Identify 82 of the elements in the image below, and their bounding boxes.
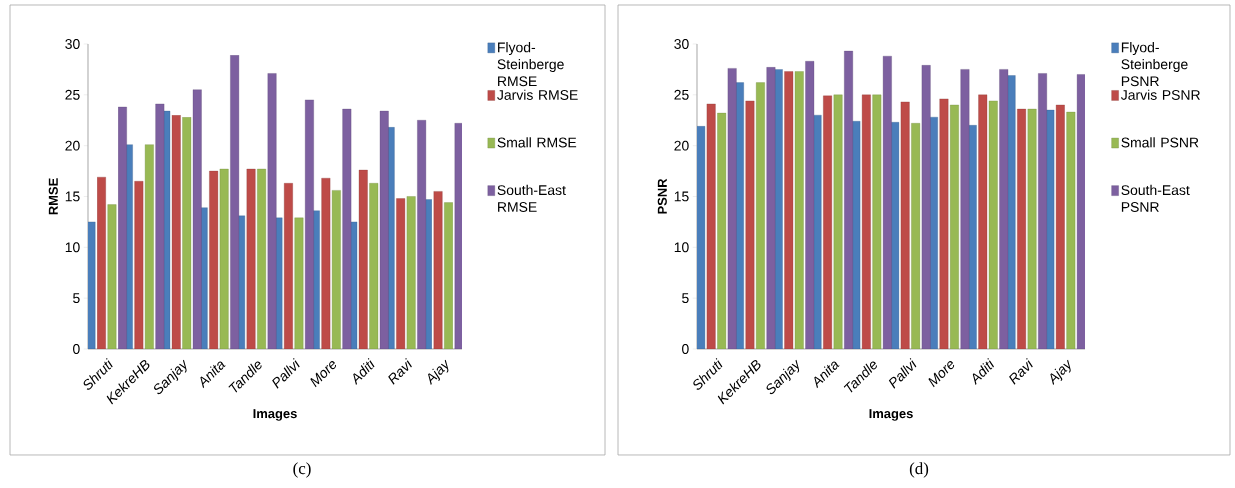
- legend-label: South-East RMSE: [497, 184, 566, 213]
- y-tick-label: 0: [73, 344, 80, 354]
- bar: [97, 177, 106, 349]
- legend-label: Flyod-Steinberge RMSE: [497, 42, 564, 87]
- bar: [305, 99, 314, 349]
- bar: [794, 71, 804, 349]
- bar: [766, 67, 776, 349]
- bar: [417, 120, 427, 349]
- bar: [861, 94, 871, 349]
- legend-label: Jarvis PSNR: [1120, 89, 1200, 100]
- legend-label: Small RMSE: [497, 137, 577, 148]
- bar: [230, 55, 240, 349]
- y-axis-title: RMSE: [48, 178, 58, 215]
- text: (d): [909, 462, 929, 478]
- bar: [369, 183, 379, 349]
- legend-label: Small PSNR: [1121, 137, 1199, 148]
- bar: [454, 123, 463, 349]
- bar: [978, 94, 988, 349]
- bar: [1066, 111, 1076, 349]
- bar: [717, 112, 727, 349]
- bar: [444, 202, 453, 349]
- bar: [406, 196, 416, 349]
- bar: [379, 110, 389, 349]
- bar: [88, 221, 96, 349]
- bar: [107, 204, 117, 349]
- y-tick-label: 15: [65, 191, 80, 202]
- bar: [144, 144, 154, 349]
- bar: [294, 217, 304, 349]
- x-axis-title: Images: [869, 409, 913, 421]
- bar: [155, 103, 165, 349]
- y-tick-label: 30: [65, 39, 80, 49]
- bar: [900, 101, 910, 349]
- bar: [1027, 108, 1037, 349]
- bar: [118, 106, 127, 349]
- x-axis-title: Images: [253, 409, 297, 421]
- bar: [396, 198, 406, 349]
- bar: [246, 168, 256, 349]
- bar: [1055, 104, 1065, 349]
- y-tick-label: 10: [65, 242, 80, 253]
- bar: [960, 69, 970, 349]
- bar: [756, 82, 765, 349]
- bar: [872, 94, 882, 349]
- bar: [950, 104, 959, 349]
- bar: [745, 100, 755, 349]
- legend-label: Flyod-Steinberge PSNR: [1121, 42, 1188, 87]
- text: (c): [293, 462, 311, 478]
- bar: [331, 190, 341, 349]
- bar: [171, 115, 181, 349]
- y-tick-label: 5: [682, 293, 689, 304]
- bar: [784, 71, 794, 349]
- legend-label: South-East PSNR: [1121, 184, 1190, 213]
- bar: [823, 95, 832, 349]
- bar: [209, 170, 219, 349]
- y-tick-label: 25: [65, 89, 80, 100]
- bar: [257, 168, 266, 349]
- bar: [358, 169, 368, 349]
- bar: [833, 94, 843, 349]
- bar: [988, 100, 998, 349]
- y-tick-label: 15: [674, 191, 689, 202]
- y-tick-label: 5: [73, 293, 80, 304]
- bar: [321, 178, 331, 349]
- bar: [1017, 108, 1026, 349]
- y-tick-label: 20: [674, 140, 689, 151]
- bar: [267, 73, 277, 349]
- y-tick-label: 30: [674, 39, 689, 49]
- bar: [192, 89, 202, 349]
- y-tick-label: 0: [682, 344, 689, 354]
- bar: [697, 126, 706, 349]
- bar: [911, 123, 921, 349]
- y-tick-label: 25: [674, 89, 689, 100]
- bar: [342, 108, 352, 349]
- bar: [134, 181, 144, 349]
- bar: [219, 168, 229, 349]
- bar: [182, 117, 192, 349]
- bar: [939, 98, 949, 349]
- legend-label: Jarvis RMSE: [497, 89, 578, 100]
- bar: [433, 191, 443, 349]
- y-tick-label: 10: [674, 242, 689, 253]
- y-axis-title: PSNR: [657, 178, 667, 214]
- bar: [706, 103, 716, 349]
- y-tick-label: 20: [65, 140, 80, 151]
- bar: [284, 183, 293, 349]
